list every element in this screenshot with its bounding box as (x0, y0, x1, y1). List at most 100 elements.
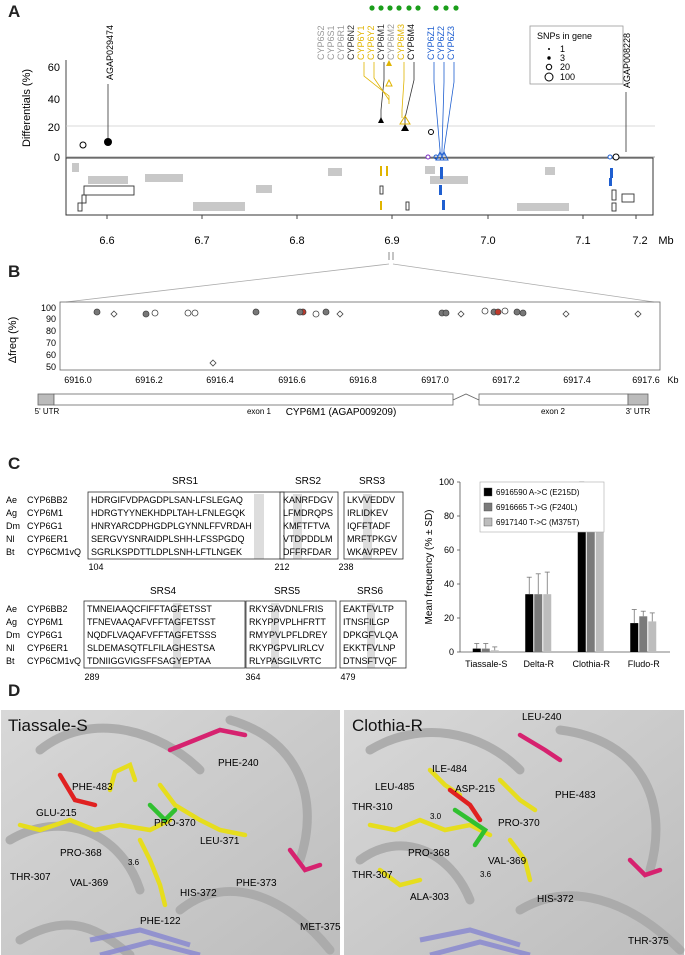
snp-marker (612, 153, 620, 161)
srs1-seq: HDRGTYYNEKHDPLTAH-LFNLEGQK (91, 508, 245, 518)
residue-label: LEU-485 (375, 782, 415, 793)
srs5-title: SRS5 (274, 586, 301, 597)
residue-label: VAL-369 (488, 856, 527, 867)
srs3-seq: WKAVRPEV (347, 547, 397, 557)
gene-name: CYP6BB2 (27, 604, 68, 614)
bar (630, 623, 639, 652)
srs3-seq: LKVVEDDV (347, 495, 395, 505)
gene-label-agap008228: AGAP008228 (622, 33, 632, 88)
srs6-seq: DTNSFTVQF (343, 656, 397, 666)
srs3-seq: MRFTPKGV (347, 534, 397, 544)
residue-label: PHE-483 (72, 782, 113, 793)
residue-label: THR-310 (352, 802, 393, 813)
srs5-pos: 364 (245, 672, 260, 680)
srs2-title: SRS2 (295, 476, 322, 487)
panel-label-d: D (8, 681, 21, 700)
b-xtick-5: 6917.0 (421, 375, 449, 385)
srs2-seq: DFFRFDAR (283, 547, 332, 557)
exon-2-box (478, 393, 629, 406)
species-label: Bt (6, 547, 15, 557)
residue-label: PRO-370 (498, 818, 540, 829)
utr3-label: 3' UTR (626, 407, 651, 416)
bar (490, 650, 499, 652)
category-label: Tiassale-S (465, 659, 507, 669)
legend-item-20: 20 (560, 62, 570, 72)
gene-name: CYP6CM1vQ (27, 547, 81, 557)
b-xtick-0: 6916.0 (64, 375, 92, 385)
chart-ylabel: Mean frequency (% ± SD) (424, 510, 435, 625)
srs4-seq: TMNEIAAQCFIFFTAGFETSST (87, 604, 212, 614)
srs1-seq: SERGVYSNRAIDPLSHH-LFSSPGDQ (91, 534, 245, 544)
a-xunit: Mb (658, 235, 673, 247)
b-xtick-6: 6917.2 (492, 375, 520, 385)
bar (534, 594, 543, 652)
residue-label: PHE-122 (140, 916, 181, 927)
a-xtick-6.8: 6.8 (289, 235, 304, 247)
srs3-pos: 238 (338, 562, 353, 572)
b-ytick-100: 100 (41, 303, 56, 313)
panel-a-figure: Differentials (%) 60 40 20 0 (21, 5, 674, 260)
snp-marker (378, 117, 384, 123)
residue-label: THR-375 (628, 936, 669, 947)
bar (639, 616, 648, 652)
exon2-label: exon 2 (541, 407, 566, 416)
residue-label: PHE-483 (555, 790, 596, 801)
residue-label: ASP-215 (455, 784, 496, 795)
bar (543, 594, 552, 652)
species-label: Ag (6, 617, 17, 627)
srs1-box (87, 491, 285, 560)
b-ytick-50: 50 (46, 362, 56, 372)
b-xtick-1: 6916.2 (135, 375, 163, 385)
snp-marker (104, 138, 112, 146)
panel-c-figure: Ae Ag Dm Nl Bt CYP6BB2 CYP6M1 CYP6G1 CYP… (6, 476, 670, 680)
srs4-seq: TDNIIGGVIGSFFSAGYEPTAA (87, 656, 211, 666)
residue-label: THR-307 (10, 872, 51, 883)
srs6-seq: EAKTFVLTP (343, 604, 394, 614)
exon-1-box (53, 393, 454, 406)
a-xtick-7.2: 7.2 (632, 235, 647, 247)
b-xtick-3: 6916.6 (278, 375, 306, 385)
bar (577, 485, 586, 652)
srs2-seq: KMFTFTVA (283, 521, 330, 531)
bar (472, 648, 481, 652)
b-xtick-2: 6916.4 (206, 375, 234, 385)
legend-label: 6916665 T->G (F240L) (496, 503, 578, 512)
srs1-seq: SGRLKSPDTTLDPLSNH-LFTLNGEK (91, 547, 242, 557)
legend-swatch (483, 517, 493, 527)
gene-label-cyp6n2: CYP6N2 (346, 25, 356, 60)
panel-label-c: C (8, 454, 21, 473)
bar (648, 621, 657, 652)
b-xtick-8: 6917.6 (632, 375, 660, 385)
panel-b-figure: Δfreq (%) 100 90 80 70 60 50 (7, 263, 679, 418)
residue-label: GLU-215 (36, 808, 77, 819)
panel-label-b: B (8, 262, 21, 281)
y-tick-label: 80 (444, 511, 454, 521)
residue-label: MET-375 (300, 922, 341, 933)
srs5-seq: RMYPVLPFLDREY (249, 630, 328, 640)
srs4-seq: SLDEMASQTFLFILAGHESTSA (87, 643, 215, 653)
species-label: Bt (6, 656, 15, 666)
snp-marker (385, 78, 393, 87)
panel-d-figure (1, 710, 685, 955)
srs5-seq: RKYPGPVLIRLCV (249, 643, 324, 653)
bar (481, 648, 490, 652)
gene-label-cyp6y2: CYP6Y2 (366, 25, 376, 60)
gene-label: CYP6M1 (AGAP009209) (286, 407, 397, 418)
srs6-seq: EKKTFVLNP (343, 643, 396, 653)
gene-label-cyp6m1: CYP6M1 (376, 24, 386, 60)
srs2-pos: 212 (274, 562, 289, 572)
gene-label-agap029474: AGAP029474 (105, 25, 115, 80)
srs2-seq: KANRFDGV (283, 495, 333, 505)
b-xtick-7: 6917.4 (563, 375, 591, 385)
y-tick-label: 40 (444, 579, 454, 589)
y-tick-label: 20 (444, 613, 454, 623)
a-xtick-7.1: 7.1 (575, 235, 590, 247)
residue-label: PHE-240 (218, 758, 259, 769)
gene-track-box (65, 157, 654, 216)
snp-marker (79, 141, 87, 149)
srs6-title: SRS6 (357, 586, 384, 597)
b-ytick-60: 60 (46, 350, 56, 360)
srs1-seq: HNRYARCDPHGDPLGYNNLFFVRDAH (91, 521, 252, 531)
residue-label: LEU-371 (200, 836, 240, 847)
b-xtick-4: 6916.8 (349, 375, 377, 385)
